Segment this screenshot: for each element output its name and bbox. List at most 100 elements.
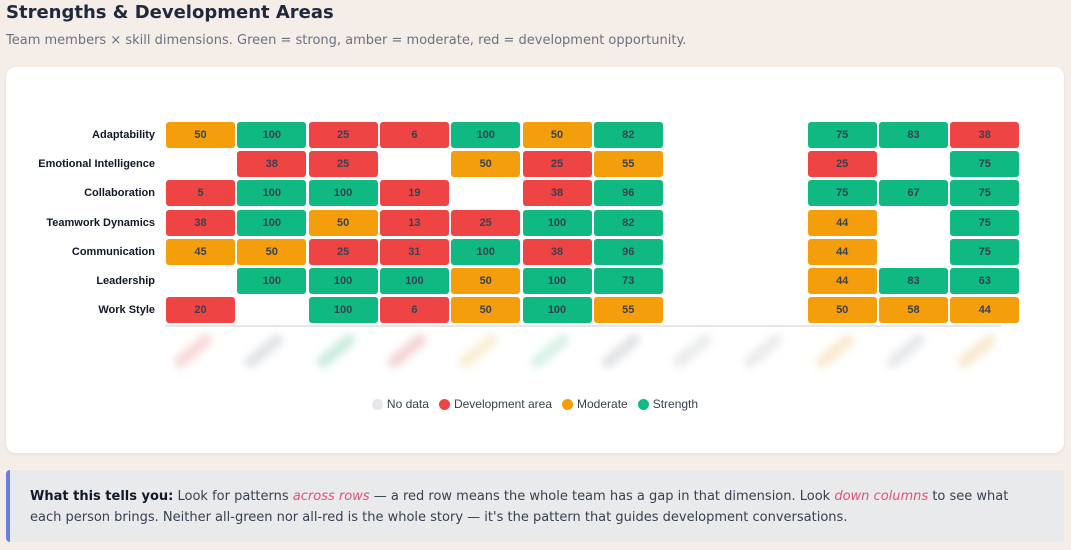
heatmap-cell: 44 [950,297,1020,324]
strength-dot-icon [637,398,649,410]
row-label: Adaptability [92,129,155,141]
note-emphasis-rows: across rows [292,489,370,504]
heatmap-cell: 100 [451,238,521,265]
column-label-blurred [670,331,714,371]
heatmap-cell: 38 [522,238,592,265]
heatmap-cell: 6 [379,297,449,324]
heatmap-cell: 100 [451,122,521,148]
heatmap-cell: 44 [807,209,877,236]
heatmap-cell: 100 [237,268,307,294]
row-label: Leadership [96,275,155,287]
heatmap-cell: 82 [593,209,663,236]
column-label-blurred [955,331,999,371]
legend-label: Moderate [577,397,628,411]
heatmap-cell: 100 [308,297,378,324]
heatmap-cell: 75 [807,180,877,207]
heatmap-cell: 100 [237,122,307,148]
row-label: Emotional Intelligence [38,158,155,171]
heatmap-cell: 50 [451,297,521,324]
heatmap-cell: 73 [593,268,663,294]
heatmap-cell: 45 [166,238,235,265]
heatmap-cell: 83 [879,268,948,294]
column-label-blurred [599,331,643,371]
heatmap-card: Adaptability 50 100 25 6 100 50 82 75 83 38 Emotion… [6,67,1064,453]
heatmap-cell: 75 [950,238,1020,265]
heatmap-cell: 38 [950,122,1020,148]
heatmap-cell: 75 [950,180,1020,207]
moderate-dot-icon [562,398,573,410]
heatmap-cell: 100 [308,268,378,294]
heatmap-cell: 96 [593,238,663,265]
column-label-blurred [456,331,500,371]
column-label-blurred [884,331,928,371]
heatmap-cell: 38 [522,180,592,207]
page-subtitle: Team members × skill dimensions. Green =… [6,33,687,48]
note-lead: What this tells you: [30,489,174,504]
heatmap-cell: 50 [308,209,378,236]
row-label: Collaboration [84,187,155,200]
heatmap-cell: 50 [451,151,521,178]
heatmap-cell: 75 [950,209,1020,236]
heatmap-cell: 100 [522,297,592,324]
column-label-blurred [314,331,358,371]
heatmap-cell: 31 [379,238,449,265]
heatmap-cell: 96 [593,180,663,207]
heatmap-cell: 25 [451,209,521,236]
heatmap-cell: 13 [379,209,449,236]
heatmap-cell: 55 [593,151,663,178]
x-axis-line [165,325,1001,327]
legend-item-moderate: Moderate [562,397,628,411]
column-label-blurred [528,331,571,371]
heatmap-cell: 100 [522,209,592,236]
heatmap-cell: 50 [807,297,877,324]
development-dot-icon [438,398,450,410]
note-emphasis-columns: down columns [834,489,929,504]
page-title: Strengths & Development Areas [6,2,334,23]
heatmap-cell: 100 [308,180,378,207]
heatmap-cell: 55 [593,297,663,324]
legend-label: No data [386,397,429,411]
heatmap-cell: 75 [807,122,877,148]
heatmap-cell: 19 [379,180,449,207]
heatmap-cell: 82 [593,122,663,148]
legend-item-no-data: No data [371,397,429,411]
heatmap-cell: 25 [522,151,592,178]
note-text: — a red row means the whole team has a g… [369,489,835,504]
row-label: Teamwork Dynamics [46,216,155,229]
heatmap-cell: 44 [807,268,877,294]
legend-label: Strength [652,397,699,411]
legend-item-strength: Strength [637,397,699,411]
legend: No data Development area Moderate Streng… [6,397,1064,411]
heatmap-cell: 75 [950,151,1020,178]
heatmap-cell: 6 [379,122,449,148]
insight-note: What this tells you: Look for patterns a… [6,470,1064,542]
no-data-dot-icon [371,398,383,410]
column-label-blurred [242,331,286,371]
heatmap-cell: 20 [166,297,235,324]
heatmap-cell: 50 [166,122,235,148]
column-label-blurred [171,331,215,371]
heatmap-cell: 50 [237,238,307,265]
heatmap-cell: 38 [166,209,235,236]
heatmap-cell: 58 [879,297,948,324]
legend-label: Development area [453,397,552,411]
heatmap-cell: 44 [807,238,877,265]
heatmap-cell: 100 [379,268,449,294]
heatmap-cell: 25 [807,151,877,178]
heatmap-cell: 25 [308,151,378,178]
heatmap-cell: 100 [237,180,307,207]
column-label-blurred [813,331,857,371]
row-label: Work Style [98,304,155,317]
heatmap-cell: 100 [237,209,307,236]
legend-item-development: Development area [438,397,552,411]
row-label: Communication [71,245,155,258]
heatmap-cell: 25 [308,122,378,148]
heatmap-cell: 63 [950,268,1020,294]
heatmap-cell: 38 [237,151,307,178]
heatmap-cell: 100 [522,268,592,294]
heatmap-cell: 5 [166,180,235,207]
heatmap-cell: 50 [522,122,592,148]
note-text: Look for patterns [173,489,293,504]
heatmap-cell: 83 [879,122,948,148]
note-text: to see what each person brings. Neither … [30,489,1009,525]
